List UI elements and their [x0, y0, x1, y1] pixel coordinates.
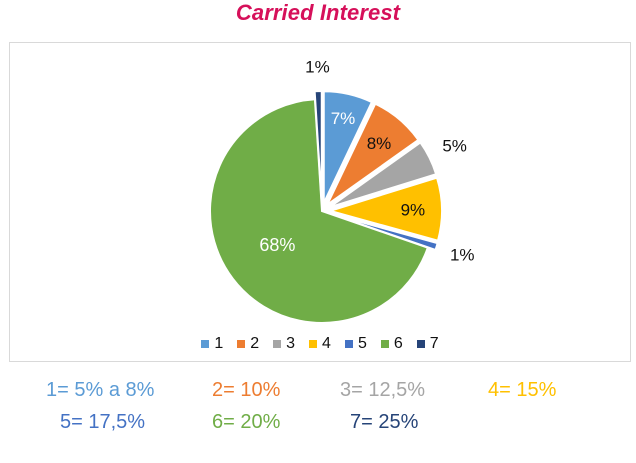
legend-item-1: 1: [201, 335, 223, 353]
legend-swatch-5: [344, 340, 353, 348]
pie-slice-2: [324, 102, 420, 208]
note-4: 4= 15%: [488, 379, 557, 401]
data-label-7: 1%: [305, 57, 330, 76]
legend: 1 2 3 4 5 6 7: [10, 333, 630, 355]
pie-slice-6: [209, 98, 430, 324]
legend-item-5: 5: [344, 335, 367, 353]
legend-swatch-7: [416, 340, 425, 348]
data-label-4: 9%: [401, 201, 426, 220]
data-label-5: 1%: [450, 246, 475, 265]
pie-slice-3: [328, 141, 438, 209]
note-7: 7= 25%: [350, 411, 419, 433]
legend-swatch-4: [309, 340, 318, 348]
legend-label-5: 5: [357, 335, 367, 352]
note-1: 1= 5% a 8%: [46, 379, 155, 401]
legend-item-7: 7: [416, 335, 439, 353]
data-label-3: 5%: [442, 136, 467, 155]
note-5: 5= 17,5%: [60, 411, 146, 433]
legend-item-2: 2: [237, 335, 259, 353]
note-3: 3= 12,5%: [340, 379, 426, 401]
pie-slice-7: [313, 90, 323, 204]
carry-notes: 1= 5% a 8% 2= 10% 3= 12,5% 4= 15% 5= 17,…: [0, 372, 636, 452]
data-label-2: 8%: [367, 134, 392, 153]
legend-label-2: 2: [250, 335, 260, 352]
note-2: 2= 10%: [212, 379, 281, 401]
legend-swatch-2: [237, 340, 246, 348]
legend-item-6: 6: [380, 335, 403, 353]
legend-item-4: 4: [309, 335, 331, 353]
chart-area: 7% 8% 5% 9% 1% 68% 1% 1 2 3 4 5: [9, 42, 631, 362]
pie-slice-1: [322, 90, 374, 204]
legend-swatch-1: [201, 340, 210, 348]
legend-item-3: 3: [273, 335, 295, 353]
legend-label-1: 1: [214, 335, 224, 352]
data-label-1: 7%: [331, 109, 356, 128]
note-6: 6= 20%: [212, 411, 281, 433]
pie-chart: 7% 8% 5% 9% 1% 68% 1%: [209, 57, 475, 324]
legend-swatch-3: [273, 340, 282, 348]
chart-title: Carried Interest: [235, 0, 401, 25]
data-label-6: 68%: [259, 235, 295, 255]
pie-slice-4: [326, 176, 443, 242]
legend-swatch-6: [380, 340, 389, 348]
legend-label-4: 4: [322, 335, 331, 352]
legend-label-6: 6: [393, 335, 403, 352]
legend-label-7: 7: [429, 335, 439, 352]
legend-label-3: 3: [286, 335, 296, 352]
